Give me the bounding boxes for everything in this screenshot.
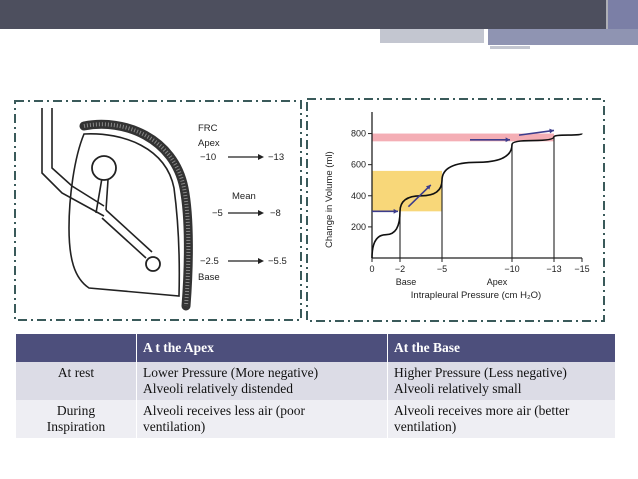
table-header-apex: A t the Apex bbox=[136, 334, 388, 362]
arrow-apex-insp-line bbox=[518, 129, 555, 136]
y-tick-label: 400 bbox=[351, 191, 366, 201]
compliance-curve-line bbox=[371, 133, 583, 259]
cell-insp-apex: Alveoli receives less air (poor ventilat… bbox=[136, 400, 388, 438]
row-label-during-inspiration-line-2: Inspiration bbox=[46, 419, 106, 434]
y-tick-label: 800 bbox=[351, 129, 366, 139]
cell-insp-apex-line-2: ventilation) bbox=[143, 419, 206, 434]
airway-apex-a bbox=[95, 177, 103, 214]
arrow-base-insp-line bbox=[407, 184, 432, 208]
table-row: During Inspiration Alveoli receives less… bbox=[16, 400, 616, 438]
label-base-from: −2.5 bbox=[200, 256, 219, 267]
table-header-row: A t the Apex At the Base bbox=[16, 334, 616, 362]
base-arrow-head bbox=[258, 258, 264, 264]
top-bar-accent bbox=[608, 0, 638, 29]
highlight-band-apex bbox=[372, 133, 554, 142]
row-label-during-inspiration-line-1: During bbox=[56, 403, 96, 418]
arrow-base-rest-head bbox=[393, 208, 398, 214]
x-sublabel-apex: Apex bbox=[487, 277, 508, 287]
trachea-right bbox=[51, 108, 105, 207]
label-apex: Apex bbox=[198, 138, 220, 149]
label-frc: FRC bbox=[198, 123, 218, 134]
trachea-left bbox=[41, 108, 105, 217]
label-mean-from: −5 bbox=[212, 208, 223, 219]
cell-insp-base-line-1: Alveoli receives more air (better bbox=[394, 403, 570, 418]
label-mean-to: −8 bbox=[270, 208, 281, 219]
arrow-base-insp-head bbox=[425, 184, 431, 190]
airway-base-b bbox=[105, 209, 153, 253]
compliance-curve-frame bbox=[306, 98, 605, 322]
label-apex-to: −13 bbox=[268, 152, 284, 163]
cell-rest-apex: Lower Pressure (More negative) Alveoli r… bbox=[136, 362, 388, 400]
label-base-to: −5.5 bbox=[268, 256, 287, 267]
arrow-apex-insp-head bbox=[549, 128, 554, 134]
label-base: Base bbox=[198, 272, 220, 283]
top-bar-separator bbox=[606, 0, 608, 29]
airway-apex-b bbox=[105, 179, 109, 211]
highlight-band-base bbox=[372, 170, 442, 212]
cell-rest-apex-line-2: Alveoli relatively distended bbox=[143, 381, 293, 396]
lung-diagram-svg: FRC Apex −10 −13 Mean −5 −8 −2.5 −5.5 Ba… bbox=[14, 100, 302, 321]
label-mean: Mean bbox=[232, 191, 256, 202]
x-sublabel-base: Base bbox=[396, 277, 417, 287]
x-tick-label: −10 bbox=[504, 264, 519, 274]
y-axis-label: Change in Volume (ml) bbox=[324, 151, 335, 248]
cell-rest-base-line-2: Alveoli relatively small bbox=[394, 381, 522, 396]
x-tick-label: −5 bbox=[437, 264, 447, 274]
table-header-empty bbox=[16, 334, 137, 362]
y-tick-label: 600 bbox=[351, 160, 366, 170]
y-tick-label: 200 bbox=[351, 222, 366, 232]
x-axis-label: Intrapleural Pressure (cm H₂O) bbox=[411, 290, 541, 301]
x-tick-label: −15 bbox=[574, 264, 589, 274]
airway-base-a bbox=[101, 217, 147, 259]
lung-diagram-figure: FRC Apex −10 −13 Mean −5 −8 −2.5 −5.5 Ba… bbox=[14, 98, 304, 323]
compliance-curve-svg: 800 600 400 200 0 −2 −5 −10 −13 −15 Change in Vol… bbox=[306, 98, 605, 322]
deco-strip-3 bbox=[490, 46, 530, 49]
chest-wall-texture bbox=[83, 122, 191, 307]
cell-rest-apex-line-1: Lower Pressure (More negative) bbox=[143, 365, 319, 380]
cell-rest-base: Higher Pressure (Less negative) Alveoli … bbox=[387, 362, 616, 400]
x-tick-label: 0 bbox=[369, 264, 374, 274]
plot-area: 800 600 400 200 0 −2 −5 −10 −13 −15 bbox=[351, 112, 590, 274]
cell-insp-base: Alveoli receives more air (better ventil… bbox=[387, 400, 616, 438]
apex-arrow-head bbox=[258, 154, 264, 160]
label-apex-from: −10 bbox=[200, 152, 216, 163]
x-tick-label: −13 bbox=[546, 264, 561, 274]
base-alveolus bbox=[145, 256, 161, 272]
table-row: At rest Lower Pressure (More negative) A… bbox=[16, 362, 616, 400]
cell-insp-apex-line-1: Alveoli receives less air (poor bbox=[143, 403, 305, 418]
lung-outline bbox=[68, 133, 181, 297]
cell-rest-base-line-1: Higher Pressure (Less negative) bbox=[394, 365, 567, 380]
lung-diagram-frame bbox=[14, 100, 302, 321]
top-bar bbox=[0, 0, 638, 29]
deco-strip-2 bbox=[488, 29, 638, 45]
apex-base-table: A t the Apex At the Base At rest Lower P… bbox=[16, 334, 616, 438]
table-header-base: At the Base bbox=[387, 334, 616, 362]
compliance-curve-figure: 800 600 400 200 0 −2 −5 −10 −13 −15 Change in Vol… bbox=[306, 98, 606, 323]
chest-wall bbox=[79, 119, 193, 311]
row-label-during-inspiration: During Inspiration bbox=[16, 400, 137, 438]
cell-insp-base-line-2: ventilation) bbox=[394, 419, 457, 434]
arrow-apex-rest-head bbox=[505, 137, 510, 143]
mean-arrow-head bbox=[258, 210, 264, 216]
x-tick-label: −2 bbox=[395, 264, 405, 274]
apex-alveolus bbox=[91, 155, 117, 181]
deco-strip-1 bbox=[380, 29, 484, 43]
row-label-at-rest: At rest bbox=[16, 362, 137, 400]
